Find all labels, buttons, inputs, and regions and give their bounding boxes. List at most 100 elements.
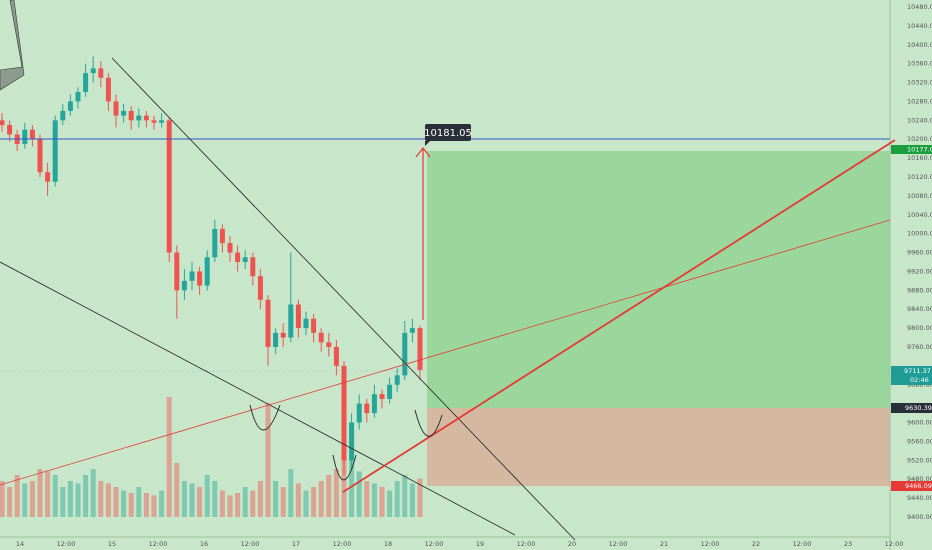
volume-bar [265, 403, 271, 517]
volume-bar [105, 483, 111, 517]
candle-body [235, 252, 241, 262]
volume-bar [136, 487, 142, 517]
price-label: 10000.00 [907, 230, 932, 238]
price-label: 9840.00 [907, 305, 932, 313]
time-label: 12:00 [425, 540, 444, 548]
volume-bar [113, 487, 119, 517]
badge [891, 366, 932, 385]
price-label: 10040.00 [907, 211, 932, 219]
candle-body [29, 129, 35, 140]
candle-body [204, 257, 210, 286]
volume-bar [326, 475, 332, 517]
candle-body [326, 342, 332, 347]
time-label: 12:00 [333, 540, 352, 548]
candle-body [90, 68, 96, 74]
volume-bar [280, 487, 286, 517]
candle-body [75, 91, 81, 102]
volume-bar [67, 481, 73, 517]
volume-bar [409, 483, 415, 517]
price-label: 9400.00 [907, 513, 932, 521]
price-label: 10280.00 [907, 97, 932, 105]
volume-bar [333, 469, 339, 517]
candle-body [181, 280, 187, 291]
arc [414, 409, 443, 437]
candle-body [379, 394, 385, 399]
badge [891, 481, 932, 491]
candle-body [22, 129, 28, 144]
badge [891, 145, 932, 154]
price-label: 10400.00 [907, 41, 932, 49]
price-label: 9600.00 [907, 419, 932, 427]
time-label: 23 [844, 540, 852, 548]
volume-bar [273, 481, 279, 517]
time-label: 14 [16, 540, 24, 548]
badge-text: 10177.05 [907, 146, 932, 154]
candle-body [273, 332, 279, 347]
volume-bar [174, 463, 180, 517]
candle-body [318, 332, 324, 343]
candle-body [121, 110, 127, 116]
candle-body [356, 403, 362, 423]
candle-body [45, 172, 51, 182]
volume-bar [0, 481, 5, 517]
volume-bar [143, 493, 149, 517]
price-label: 10160.00 [907, 154, 932, 162]
candle-body [257, 276, 263, 300]
price-label: 9760.00 [907, 343, 932, 351]
time-label: 12:00 [241, 540, 260, 548]
candle-body [151, 120, 157, 123]
candle-body [197, 271, 203, 286]
candle-body [402, 332, 408, 376]
time-label: 15 [108, 540, 116, 548]
time-label: 12:00 [609, 540, 628, 548]
candle-body [67, 101, 73, 111]
volume-bar [371, 483, 377, 517]
time-label: 20 [568, 540, 576, 548]
trendline [111, 57, 576, 541]
price-label: 9480.00 [907, 475, 932, 483]
candle-body [295, 304, 301, 329]
arc [332, 454, 357, 481]
trendline [0, 261, 516, 536]
price-label: 10360.00 [907, 60, 932, 68]
volume-bar [295, 483, 301, 517]
candle-body [128, 110, 134, 121]
volume-bar [159, 490, 165, 517]
time-label: 18 [384, 540, 392, 548]
candle-body [60, 110, 66, 121]
volume-bar [402, 475, 408, 517]
volume-bar [311, 487, 317, 517]
shape [0, 0, 25, 91]
candle-body [227, 243, 233, 253]
candle-body [371, 394, 377, 414]
time-label: 17 [292, 540, 300, 548]
price-label: 9440.00 [907, 494, 932, 502]
badge-text: 9466.09 [905, 482, 932, 490]
volume-bar [45, 471, 51, 517]
loss-zone [427, 408, 890, 486]
trendline [0, 219, 891, 486]
volume-bar [379, 487, 385, 517]
badge [891, 403, 932, 413]
candle-body [212, 228, 218, 258]
price-label: 10440.00 [907, 22, 932, 30]
candle-body [364, 403, 370, 414]
time-label: 12:00 [517, 540, 536, 548]
price-label: 9800.00 [907, 324, 932, 332]
candle-body [409, 328, 415, 333]
volume-bar [303, 490, 309, 517]
badge-text: 02:46 [910, 376, 929, 384]
volume-bar [250, 490, 256, 517]
candle-body [341, 365, 347, 461]
time-label: 22 [752, 540, 760, 548]
trendline [342, 139, 896, 493]
candle-body [394, 375, 400, 385]
volume-bar [90, 469, 96, 517]
price-label: 9880.00 [907, 286, 932, 294]
volume-bar [75, 483, 81, 517]
candle-body [105, 77, 111, 102]
time-label: 12:00 [57, 540, 76, 548]
volume-bar [128, 493, 134, 517]
volume-bar [83, 475, 89, 517]
